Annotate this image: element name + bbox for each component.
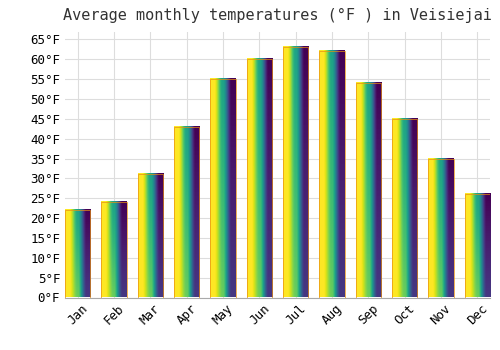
Bar <box>174 127 200 298</box>
Bar <box>392 119 417 298</box>
Bar <box>283 47 308 298</box>
Bar <box>138 174 163 298</box>
Bar <box>320 51 344 298</box>
Bar <box>102 202 127 298</box>
Bar <box>428 159 454 298</box>
Bar <box>356 83 381 298</box>
Bar <box>464 194 490 298</box>
Bar <box>210 79 236 298</box>
Bar <box>246 59 272 298</box>
Bar <box>65 210 90 298</box>
Title: Average monthly temperatures (°F ) in Veisiejai: Average monthly temperatures (°F ) in Ve… <box>63 8 492 23</box>
